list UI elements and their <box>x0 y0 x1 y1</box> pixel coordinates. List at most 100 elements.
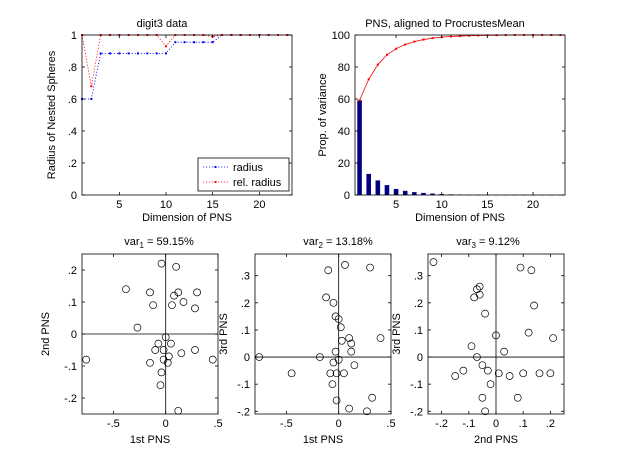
scatter-point <box>82 355 91 364</box>
cumulative-point <box>358 99 361 102</box>
y-tick-label: -.1 <box>410 379 423 391</box>
x-tick-label: .1 <box>519 418 528 430</box>
scatter-2-axes-box <box>254 253 392 415</box>
variance-bar <box>366 173 371 195</box>
data-point <box>165 52 167 55</box>
variance-chart-ylabel: Prop. of variance <box>317 73 329 156</box>
scatter-panel-2: var2 = 13.18% -.5 0 .5 -.2 -.1 0 .1 .2 .3 1st PN… <box>218 236 396 446</box>
scatter-1-title: var1 = 59.15% <box>124 236 194 250</box>
scatter-point <box>156 381 165 390</box>
variance-bar <box>430 193 435 195</box>
x-tick-label: .2 <box>546 418 555 430</box>
data-point <box>90 98 93 100</box>
data-point <box>174 41 177 44</box>
scatter-point <box>473 353 481 361</box>
y-tick-label: 0 <box>71 329 77 341</box>
y-tick-label: .2 <box>68 158 77 170</box>
data-point <box>127 52 130 55</box>
scatter-1-marks <box>82 254 218 415</box>
data-point <box>183 41 186 44</box>
scatter-point <box>177 349 186 358</box>
scatter-1-ylabel: 2nd PNS <box>40 312 52 356</box>
scatter-point <box>167 339 175 348</box>
scatter-point <box>519 369 528 378</box>
scatter-point <box>505 372 514 380</box>
y-tick-label: .8 <box>68 62 77 74</box>
x-tick-label: .5 <box>386 418 395 430</box>
scatter-point <box>133 323 142 332</box>
scatter-point <box>366 263 374 272</box>
cumulative-point <box>449 35 452 38</box>
variance-chart-ticks: 5 10 15 20 0 20 40 60 80 100 <box>332 30 565 211</box>
legend-radius-marker <box>214 166 217 168</box>
scatter-point <box>500 347 509 356</box>
scatter-point <box>191 346 199 354</box>
variance-bar <box>421 192 426 195</box>
y-tick-label: 0 <box>344 190 350 202</box>
scatter-point <box>122 285 130 294</box>
scatter-point <box>347 339 356 348</box>
cumulative-point <box>367 78 370 81</box>
cumulative-point <box>404 43 407 46</box>
radius-chart-legend: radius rel. radius <box>197 157 290 192</box>
x-tick-label: 20 <box>527 199 539 211</box>
x-tick-label: -.1 <box>462 418 475 430</box>
scatter-point <box>170 291 178 300</box>
scatter-point <box>334 315 343 323</box>
scatter-point <box>146 358 154 367</box>
y-tick-label: 80 <box>338 62 350 74</box>
data-point <box>90 85 93 88</box>
scatter-point <box>341 260 349 269</box>
scatter-point <box>149 301 157 310</box>
scatter-3-title: var3 = 9.12% <box>456 236 520 250</box>
legend-radius-label: radius <box>233 162 263 174</box>
scatter-2-xlabel: 1st PNS <box>303 434 343 446</box>
scatter-point <box>429 258 438 266</box>
y-tick-label: .3 <box>241 271 250 283</box>
y-tick-label: .1 <box>414 325 423 337</box>
scatter-point <box>527 266 536 275</box>
y-tick-label: .2 <box>414 298 423 310</box>
scatter-point <box>157 368 166 377</box>
variance-chart-title: PNS, aligned to ProcrustesMean <box>365 18 525 30</box>
data-point <box>165 45 167 48</box>
y-tick-label: -.1 <box>237 379 250 391</box>
x-tick-label: 5 <box>116 199 122 211</box>
data-point <box>99 52 102 55</box>
scatter-point <box>334 355 343 364</box>
y-tick-label: 1 <box>71 30 77 42</box>
y-tick-label: .4 <box>68 126 77 138</box>
scatter-point <box>345 334 354 342</box>
cumulative-point <box>413 40 416 43</box>
scatter-point <box>368 393 377 402</box>
scatter-panel-1: var1 = 59.15% -.5 0.5-.2-.10.1.2 1st PNS … <box>40 236 223 446</box>
scatter-point <box>208 355 217 364</box>
data-point <box>118 52 121 55</box>
y-tick-label: -.2 <box>64 393 77 405</box>
cumulative-point <box>422 38 425 41</box>
cumulative-point <box>459 35 461 38</box>
scatter-point <box>516 263 525 272</box>
data-point <box>211 41 214 44</box>
cumulative-point <box>431 37 434 40</box>
scatter-point <box>475 282 484 291</box>
y-tick-label: 40 <box>338 126 350 138</box>
legend-box <box>197 157 290 192</box>
data-point <box>146 52 149 55</box>
radius-chart-title: digit3 data <box>137 18 189 30</box>
scatter-panel-3: var3 = 9.12% -.2 -.1 0 .1 .2 -.2 -.1 0 .1 .2 .3 2n… <box>391 236 565 446</box>
scatter-point <box>481 309 489 318</box>
scatter-point <box>332 396 341 405</box>
scatter-point <box>329 298 338 307</box>
scatter-point <box>478 393 487 402</box>
scatter-point <box>492 331 500 340</box>
y-tick-label: .6 <box>68 94 77 106</box>
y-tick-label: 0 <box>71 190 77 202</box>
scatter-point <box>326 369 335 378</box>
scatter-point <box>329 358 338 367</box>
data-point <box>109 52 111 55</box>
cumulative-point <box>376 63 379 66</box>
variance-panel: PNS, aligned to ProcrustesMean 5 10 15 20 0 2… <box>317 18 566 224</box>
variance-chart-axes-box <box>354 34 566 196</box>
scatter-3-xlabel: 2nd PNS <box>474 434 518 446</box>
